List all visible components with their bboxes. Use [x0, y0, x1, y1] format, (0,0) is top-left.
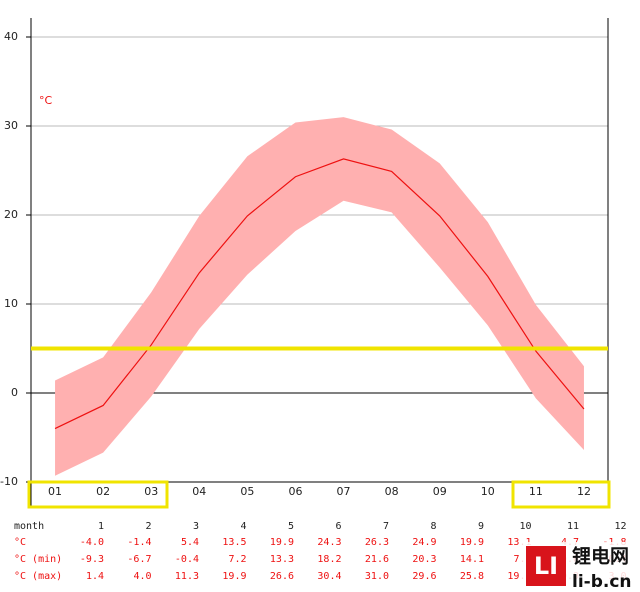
table-column: 7 [383, 521, 389, 532]
table-header: month [14, 521, 44, 532]
mean-line [54, 158, 585, 430]
table-cell: 7.2 [228, 554, 246, 565]
table-cell: 20.3 [412, 554, 436, 565]
highlight-box [27, 480, 169, 509]
table-column: 1 [98, 521, 104, 532]
table-cell: -0.4 [175, 554, 199, 565]
table-column: 5 [288, 521, 294, 532]
table-cell: -4.0 [80, 537, 104, 548]
table-column: 11 [567, 521, 579, 532]
table-column: 4 [240, 521, 246, 532]
y-tick-label: 10 [4, 297, 18, 310]
table-cell: 19.9 [270, 537, 294, 548]
table-cell: 31.0 [365, 571, 389, 582]
table-cell: 25.8 [460, 571, 484, 582]
x-tick-label: 08 [385, 485, 399, 498]
table-cell: -9.3 [80, 554, 104, 565]
row-label: °C [14, 537, 26, 548]
y-tick-label: 40 [4, 30, 18, 43]
table-cell: 11.3 [175, 571, 199, 582]
table-cell: 18.2 [317, 554, 341, 565]
y-tick-label: 20 [4, 208, 18, 221]
table-column: 3 [193, 521, 199, 532]
x-tick-label: 09 [433, 485, 447, 498]
y-tick-label: -10 [0, 475, 18, 488]
table-column: 6 [335, 521, 341, 532]
watermark-logo-box [526, 546, 566, 586]
watermark-logo: LI [534, 552, 558, 580]
x-tick-label: 03 [144, 485, 158, 498]
table-cell: 19.2 [507, 571, 531, 582]
table-column: 9 [478, 521, 484, 532]
table-cell: 19.9 [460, 537, 484, 548]
table-cell: 14.1 [460, 554, 484, 565]
x-tick-label: 05 [240, 485, 254, 498]
table-cell: 5.4 [181, 537, 199, 548]
row-label: °C (max) [14, 571, 62, 582]
table-cell: 24.3 [317, 537, 341, 548]
table-cell: 29.6 [412, 571, 436, 582]
table-cell: 13.1 [507, 537, 531, 548]
range-band [55, 117, 584, 476]
table-cell: -6.7 [127, 554, 151, 565]
table-cell: 26.6 [270, 571, 294, 582]
table-cell: 1.4 [86, 571, 104, 582]
table-cell: 26.3 [365, 537, 389, 548]
watermark-url: li-b.cn [572, 572, 632, 592]
table-cell: 24.9 [412, 537, 436, 548]
unit-label: °C [39, 94, 53, 107]
table-cell: 13.3 [270, 554, 294, 565]
y-tick-label: 30 [4, 119, 18, 132]
x-tick-label: 07 [337, 485, 351, 498]
table-cell: 13.5 [222, 537, 246, 548]
table-cell: 30.4 [317, 571, 341, 582]
table-cell: 21.6 [365, 554, 389, 565]
x-tick-label: 02 [96, 485, 110, 498]
table-column: 8 [430, 521, 436, 532]
x-tick-label: 06 [288, 485, 302, 498]
table-cell: 19.9 [222, 571, 246, 582]
table-cell: -1.4 [127, 537, 151, 548]
table-column: 10 [519, 521, 531, 532]
row-label: °C (min) [14, 554, 62, 565]
table-column: 2 [145, 521, 151, 532]
x-tick-label: 10 [481, 485, 495, 498]
highlight-box [511, 480, 611, 509]
x-tick-label: 01 [48, 485, 62, 498]
watermark-name: 锂电网 [572, 545, 629, 568]
y-tick-label: 0 [11, 386, 18, 399]
table-cell: 4.0 [133, 571, 151, 582]
x-tick-label: 12 [577, 485, 591, 498]
x-tick-label: 11 [529, 485, 543, 498]
x-tick-label: 04 [192, 485, 206, 498]
table-column: 12 [614, 521, 626, 532]
